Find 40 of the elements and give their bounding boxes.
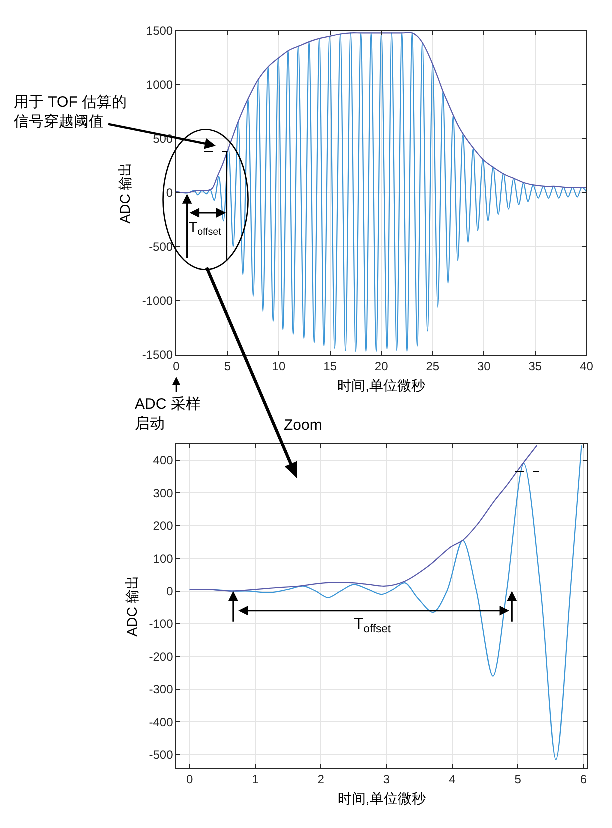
y-tick-label: -1500 <box>142 348 174 362</box>
y-tick-label: 100 <box>153 552 174 566</box>
x-tick-label: 5 <box>224 359 232 374</box>
x-tick-label: 25 <box>426 359 440 374</box>
y-tick-label: -200 <box>149 650 174 664</box>
x-tick-label: 10 <box>272 359 286 374</box>
y-axis-title: ADC 输出 <box>124 575 140 637</box>
y-tick-label: -300 <box>149 682 174 697</box>
annotation: T$_{offset}$ <box>189 219 222 238</box>
x-axis-title: 时间,单位微秒 <box>338 378 426 394</box>
x-tick-label: 35 <box>528 359 542 374</box>
x-tick-label: 2 <box>318 772 325 786</box>
y-tick-label: 0 <box>166 186 174 200</box>
y-tick-label: 400 <box>153 454 174 468</box>
x-tick-label: 1 <box>252 772 260 786</box>
y-axis-title: ADC 输出 <box>116 162 133 224</box>
y-tick-label: 200 <box>153 519 174 534</box>
y-tick-label: 1500 <box>146 24 174 38</box>
y-tick-label: -100 <box>149 617 174 632</box>
x-tick-label: 15 <box>324 359 338 374</box>
y-tick-label: 300 <box>153 486 174 500</box>
x-tick-label: 0 <box>186 772 194 786</box>
y-tick-label: 1000 <box>146 78 174 92</box>
x-tick-label: 40 <box>580 359 594 374</box>
x-tick-label: 5 <box>514 772 522 786</box>
y-tick-label: -500 <box>149 748 174 762</box>
annotation: T$_{offset}$ <box>354 616 392 636</box>
x-tick-label: 30 <box>477 359 492 374</box>
text: ADC 采样启动 <box>135 396 201 432</box>
text: Zoom <box>284 417 322 434</box>
y-tick-label: -400 <box>149 715 174 730</box>
x-tick-label: 4 <box>449 772 456 786</box>
y-tick-label: -500 <box>149 240 174 254</box>
y-tick-label: 0 <box>166 584 174 598</box>
x-axis-title: 时间,单位微秒 <box>338 790 426 807</box>
x-tick-label: 6 <box>580 772 588 786</box>
x-tick-label: 3 <box>383 772 390 786</box>
y-tick-label: -1000 <box>142 294 174 308</box>
x-tick-label: 20 <box>374 359 389 374</box>
text: 用于 TOF 估算的信号穿越阈值 <box>14 94 128 130</box>
